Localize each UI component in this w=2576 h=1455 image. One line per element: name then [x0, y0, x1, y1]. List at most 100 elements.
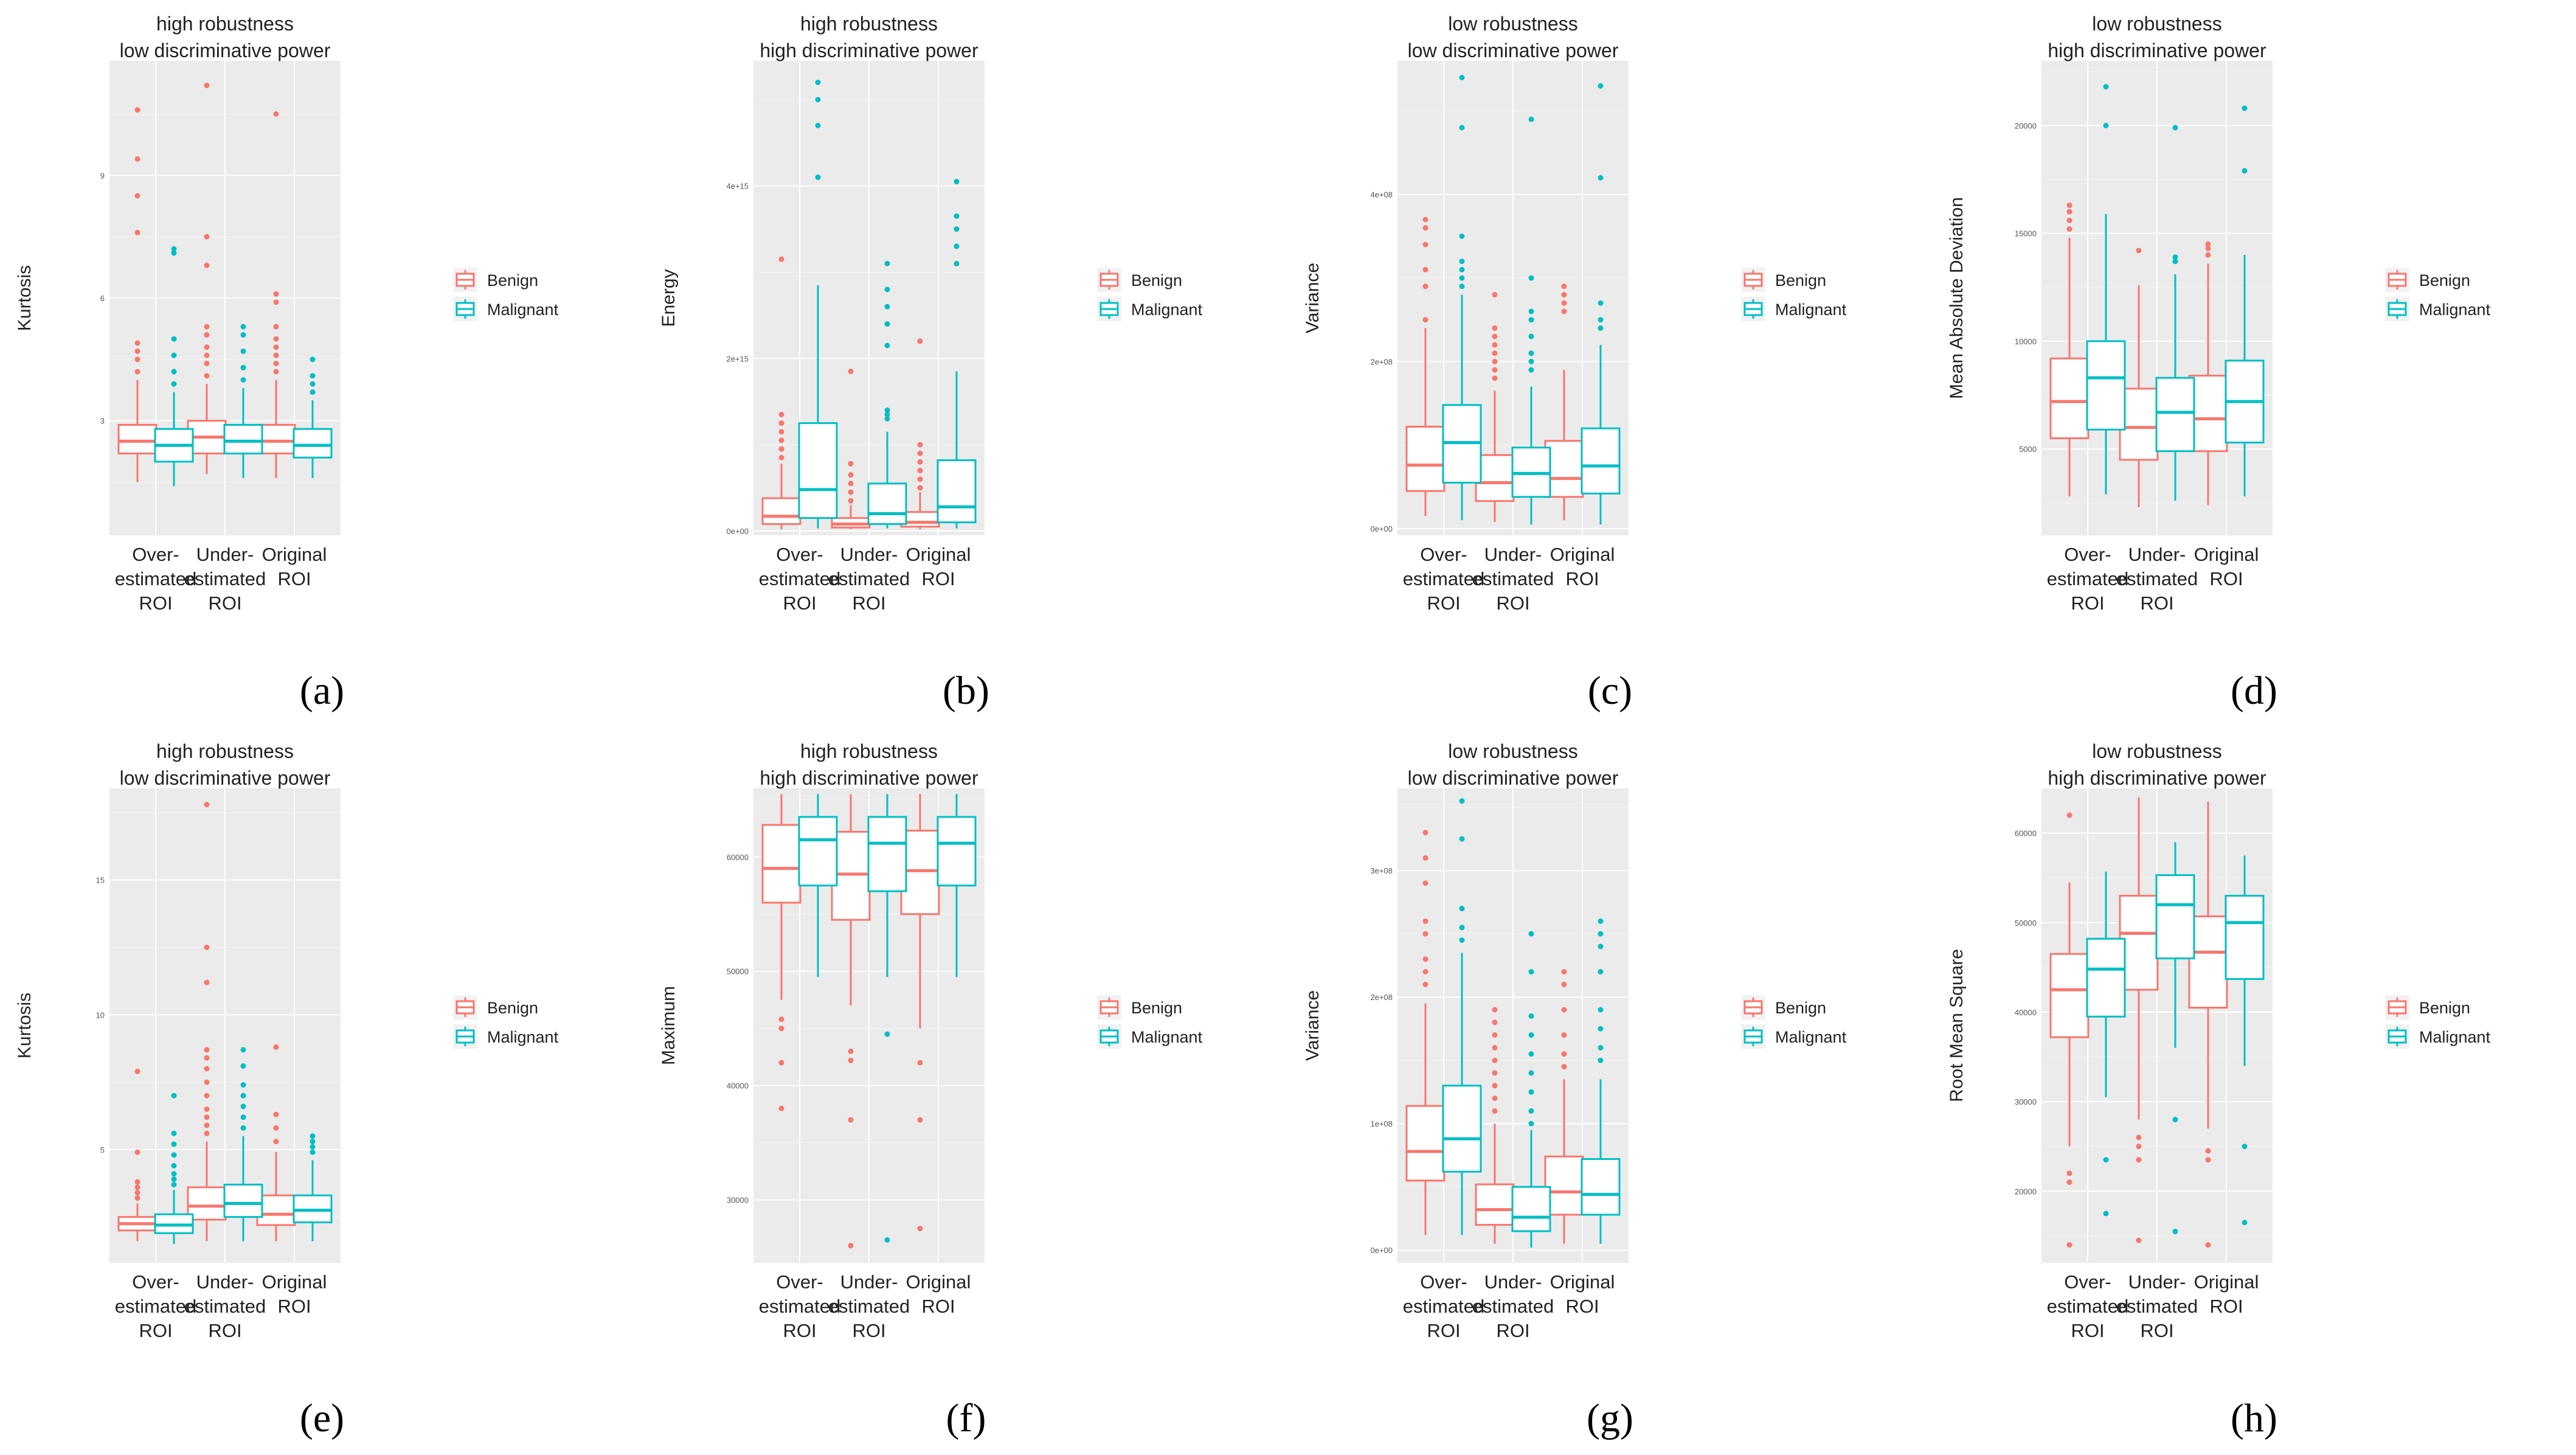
outlier-point: [2066, 217, 2072, 223]
y-tick-label: 2e+15: [726, 354, 749, 363]
outlier-point: [2136, 1134, 2142, 1141]
y-tick-label: 0e+00: [726, 527, 749, 536]
outlier-point: [1422, 981, 1428, 987]
iqr-box: [2119, 895, 2159, 991]
outlier-point: [1459, 937, 1465, 943]
chart-title-line: low robustness: [1448, 13, 1577, 35]
outlier-point: [1492, 1007, 1498, 1013]
outlier-point: [1422, 830, 1428, 836]
outlier-point: [171, 381, 177, 387]
outlier-point: [2136, 1237, 2142, 1243]
outlier-point: [1528, 1032, 1534, 1038]
malignant-box: [223, 324, 263, 478]
x-category-label: ROI: [2071, 1320, 2104, 1341]
outlier-point: [1422, 918, 1428, 924]
outlier-point: [1528, 333, 1534, 339]
iqr-box: [761, 824, 802, 904]
iqr-box: [1544, 440, 1584, 498]
outlier-point: [2136, 248, 2142, 254]
outlier-point: [1528, 1051, 1534, 1057]
malignant-box: [293, 1133, 333, 1241]
outlier-point: [204, 1055, 210, 1061]
iqr-box: [867, 482, 907, 526]
outlier-point: [171, 1130, 177, 1136]
outlier-point: [134, 1149, 140, 1155]
outlier-point: [815, 97, 821, 103]
outlier-point: [134, 1179, 140, 1185]
outlier-point: [1492, 358, 1498, 364]
y-tick-label: 40000: [2015, 1008, 2037, 1017]
x-category-label: ROI: [208, 592, 241, 614]
outlier-point: [204, 324, 210, 330]
iqr-box: [1581, 427, 1621, 495]
chart-title-line: low discriminative power: [1408, 40, 1619, 61]
outlier-point: [848, 369, 854, 375]
outlier-point: [884, 1031, 890, 1037]
outlier-point: [1598, 325, 1604, 331]
malignant-box: [293, 356, 333, 478]
outlier-point: [134, 340, 140, 346]
outlier-point: [134, 193, 140, 199]
outlier-point: [1459, 798, 1465, 804]
malignant-box: [1581, 918, 1621, 1244]
outlier-point: [273, 291, 279, 297]
x-category-label: Original: [262, 544, 327, 565]
chart-panel-b: 0e+00 2e+15 4e+15 high robustness high discr…: [644, 0, 1288, 728]
outlier-point: [1492, 1108, 1498, 1114]
outlier-point: [1598, 83, 1604, 89]
outlier-point: [1561, 292, 1567, 298]
y-tick-label: 2e+08: [1370, 993, 1393, 1002]
x-category-label: Under-: [2128, 544, 2186, 565]
x-category-label: estimated: [828, 568, 910, 589]
x-category-label: ROI: [2209, 1296, 2243, 1317]
outlier-point: [204, 1047, 210, 1053]
y-tick-label: 20000: [2015, 1187, 2037, 1196]
x-category-label: estimated: [828, 1296, 910, 1317]
outlier-point: [273, 336, 279, 342]
outlier-point: [884, 286, 890, 293]
outlier-point: [171, 1171, 177, 1177]
x-category-label: estimated: [184, 568, 266, 589]
outlier-point: [134, 348, 140, 354]
outlier-point: [240, 377, 246, 383]
outlier-point: [240, 1092, 246, 1099]
boxplot-chart-h: 20000 30000 40000 50000 60000 low robustness h…: [1947, 740, 2491, 1341]
outlier-point: [1492, 375, 1498, 381]
outlier-point: [204, 332, 210, 338]
iqr-box: [1544, 1155, 1584, 1216]
outlier-point: [171, 1162, 177, 1169]
panel-caption: (g): [1587, 1396, 1633, 1440]
x-category-label: estimated: [1403, 568, 1484, 589]
outlier-point: [848, 498, 854, 504]
y-tick-label: 0e+00: [1370, 524, 1393, 533]
benign-box: [761, 794, 802, 1111]
iqr-box: [1405, 1105, 1446, 1182]
outlier-point: [1492, 1096, 1498, 1102]
benign-box: [1405, 217, 1446, 516]
x-category-label: ROI: [852, 592, 885, 614]
outlier-point: [954, 243, 960, 249]
chart-title-line: high discriminative power: [2048, 767, 2266, 789]
outlier-point: [1528, 116, 1534, 122]
chart-title-line: low discriminative power: [1408, 767, 1619, 789]
outlier-point: [204, 1106, 210, 1112]
outlier-point: [1598, 918, 1604, 924]
legend-label: Malignant: [1131, 300, 1203, 319]
chart-title-line: low discriminative power: [120, 767, 331, 789]
x-category-label: Original: [906, 544, 971, 565]
outlier-point: [848, 1243, 854, 1249]
outlier-point: [1422, 880, 1428, 886]
outlier-point: [848, 481, 854, 487]
iqr-box: [2155, 377, 2195, 453]
iqr-box: [2188, 375, 2228, 453]
outlier-point: [1422, 317, 1428, 323]
outlier-point: [917, 1117, 923, 1123]
malignant-box: [1511, 116, 1551, 525]
iqr-box: [1581, 1158, 1621, 1216]
y-tick-label: 30000: [727, 1196, 749, 1205]
y-tick-label: 60000: [2015, 829, 2037, 838]
malignant-box: [2086, 84, 2126, 495]
chart-title-line: low robustness: [2092, 740, 2221, 762]
outlier-point: [2066, 1242, 2072, 1248]
x-category-label: Original: [262, 1271, 327, 1293]
